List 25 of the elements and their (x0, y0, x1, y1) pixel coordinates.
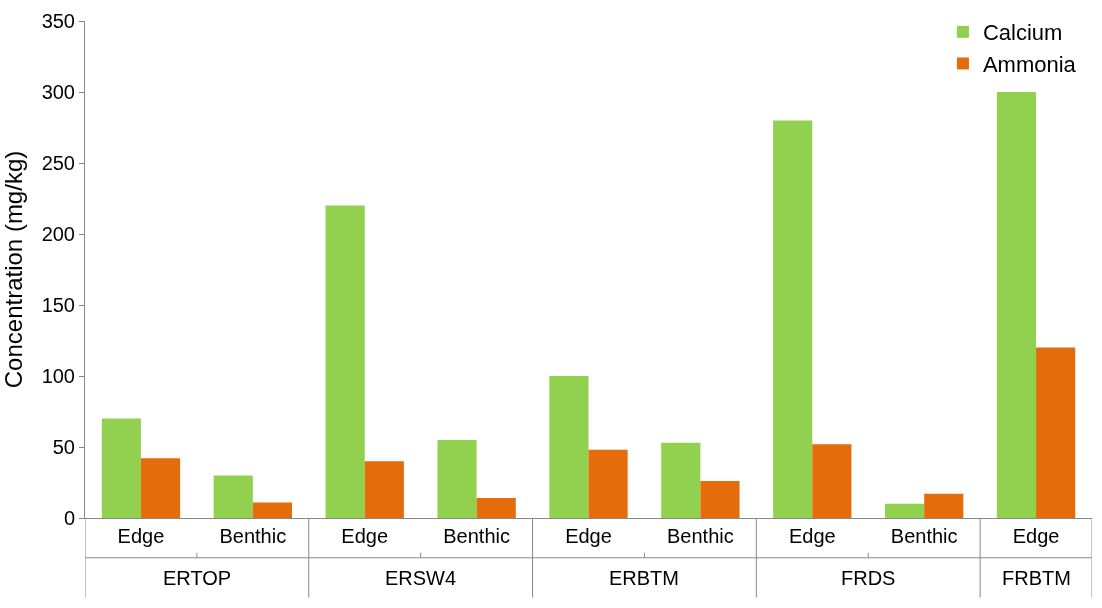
text: FRBTM (1002, 567, 1071, 589)
y-tick-label: 150 (41, 294, 75, 316)
y-tick-label: 300 (41, 81, 75, 103)
legend-label: Ammonia (982, 52, 1077, 78)
legend-label: Calcium (982, 20, 1063, 46)
y-tick-label: 200 (41, 223, 75, 245)
text: ERSW4 (385, 567, 457, 589)
x-tick-label: Edge (341, 525, 389, 547)
text: ERTOP (163, 567, 232, 589)
y-tick-label: 100 (41, 365, 75, 387)
x-tick-label: Edge (788, 525, 836, 547)
x-tick-label: Benthic (219, 525, 287, 547)
y-axis-title: Concentration (mg/kg) (0, 150, 27, 389)
y-tick-label: 0 (63, 507, 75, 529)
text: ERBTM (609, 567, 679, 589)
x-tick-label: Edge (117, 525, 165, 547)
x-tick-label: Edge (565, 525, 612, 547)
x-tick-label: Benthic (443, 525, 510, 547)
y-tick-label: 250 (41, 152, 75, 174)
text: FRDS (841, 567, 896, 589)
x-tick-label: Benthic (890, 525, 958, 547)
y-tick-label: 50 (52, 436, 75, 458)
x-tick-label: Edge (1012, 525, 1060, 547)
y-tick-label: 350 (41, 10, 75, 32)
x-tick-label: Benthic (667, 525, 734, 547)
